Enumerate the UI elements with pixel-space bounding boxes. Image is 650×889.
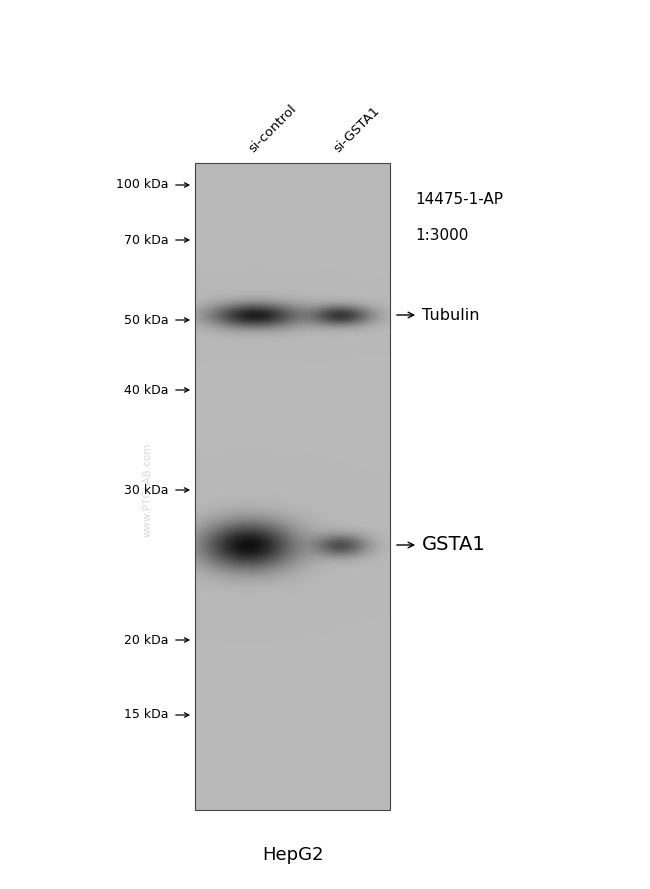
Text: 40 kDa: 40 kDa xyxy=(125,383,169,396)
Text: 70 kDa: 70 kDa xyxy=(124,234,169,246)
Text: si-GSTA1: si-GSTA1 xyxy=(331,104,382,155)
Text: 100 kDa: 100 kDa xyxy=(116,179,169,191)
Text: Tubulin: Tubulin xyxy=(422,308,480,323)
Text: 20 kDa: 20 kDa xyxy=(125,634,169,646)
Bar xyxy=(195,163,390,810)
Text: HepG2: HepG2 xyxy=(262,846,324,864)
Text: 50 kDa: 50 kDa xyxy=(124,314,169,326)
Text: si-control: si-control xyxy=(246,102,298,155)
Text: 30 kDa: 30 kDa xyxy=(125,484,169,496)
Text: 1:3000: 1:3000 xyxy=(415,228,469,243)
Text: 14475-1-AP: 14475-1-AP xyxy=(415,193,503,207)
Text: 15 kDa: 15 kDa xyxy=(125,709,169,722)
Text: www.PTGLAB.com: www.PTGLAB.com xyxy=(143,443,153,537)
Text: GSTA1: GSTA1 xyxy=(422,535,486,555)
